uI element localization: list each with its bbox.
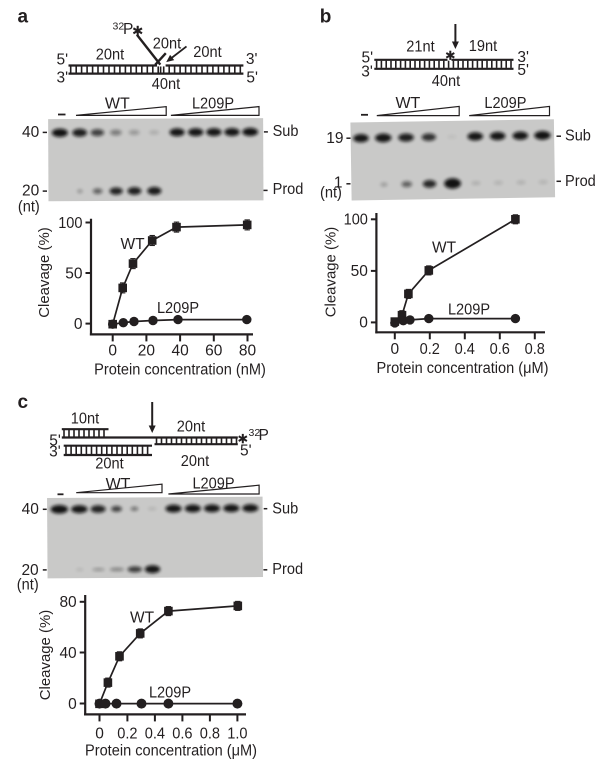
svg-text:b: b (320, 7, 332, 28)
svg-text:Cleavage (%): Cleavage (%) (37, 610, 54, 701)
svg-text:20: 20 (22, 183, 40, 200)
svg-text:20nt: 20nt (181, 453, 210, 470)
svg-text:32: 32 (249, 427, 261, 439)
svg-text:L209P: L209P (448, 302, 490, 319)
svg-text:WT: WT (120, 236, 145, 253)
svg-text:WT: WT (130, 610, 155, 627)
svg-text:20: 20 (138, 343, 156, 360)
svg-text:50: 50 (351, 263, 369, 280)
svg-text:20nt: 20nt (177, 419, 206, 436)
svg-text:Cleavage (%): Cleavage (%) (323, 227, 340, 318)
svg-text:3': 3' (49, 444, 61, 461)
svg-text:1.0: 1.0 (227, 726, 248, 743)
svg-text:0.2: 0.2 (420, 341, 440, 358)
svg-text:19nt: 19nt (469, 38, 498, 55)
svg-text:100: 100 (58, 215, 83, 232)
svg-text:0: 0 (68, 696, 77, 713)
svg-text:WT: WT (432, 240, 457, 257)
svg-text:5': 5' (362, 49, 374, 66)
svg-text:20nt: 20nt (153, 36, 182, 53)
svg-text:80: 80 (239, 343, 257, 360)
svg-text:5': 5' (240, 442, 252, 459)
svg-text:Prod: Prod (272, 561, 303, 578)
svg-text:0: 0 (95, 726, 104, 743)
svg-text:60: 60 (205, 343, 223, 360)
svg-text:WT: WT (395, 95, 420, 112)
svg-text:0.8: 0.8 (525, 341, 545, 358)
svg-text:20nt: 20nt (193, 44, 222, 61)
svg-text:0.4: 0.4 (455, 341, 476, 358)
svg-text:a: a (18, 7, 29, 28)
svg-text:19: 19 (326, 130, 343, 147)
svg-text:Sub: Sub (273, 123, 299, 140)
svg-text:100: 100 (344, 212, 369, 229)
svg-text:5': 5' (49, 433, 61, 450)
svg-text:40nt: 40nt (432, 73, 461, 90)
svg-text:L209P: L209P (149, 685, 191, 702)
svg-text:80: 80 (59, 594, 77, 611)
svg-text:c: c (18, 392, 29, 413)
svg-text:5': 5' (57, 51, 69, 68)
svg-text:40nt: 40nt (152, 76, 181, 93)
svg-text:0: 0 (390, 341, 399, 358)
svg-text:Protein concentration (μM): Protein concentration (μM) (377, 360, 549, 377)
svg-text:40: 40 (171, 343, 189, 360)
svg-text:20: 20 (21, 562, 39, 579)
svg-text:0.2: 0.2 (117, 726, 137, 743)
svg-text:(nt): (nt) (18, 198, 40, 215)
svg-text:0.6: 0.6 (490, 341, 510, 358)
svg-text:40: 40 (59, 645, 77, 662)
svg-text:3': 3' (517, 49, 529, 66)
svg-text:Protein concentration (nM): Protein concentration (nM) (94, 361, 266, 378)
svg-text:Sub: Sub (272, 500, 298, 517)
svg-text:L209P: L209P (157, 300, 199, 317)
svg-text:(nt): (nt) (320, 185, 342, 202)
svg-text:3': 3' (246, 51, 258, 68)
svg-text:40: 40 (22, 124, 40, 141)
svg-text:L209P: L209P (192, 96, 234, 113)
svg-text:WT: WT (105, 96, 130, 113)
svg-text:1: 1 (334, 174, 343, 191)
svg-text:P: P (259, 427, 269, 444)
svg-text:0: 0 (74, 316, 83, 333)
svg-text:Sub: Sub (565, 128, 591, 145)
svg-text:Cleavage (%): Cleavage (%) (36, 227, 53, 318)
svg-text:0.4: 0.4 (145, 726, 166, 743)
svg-text:3': 3' (361, 64, 373, 81)
svg-text:20nt: 20nt (95, 456, 124, 473)
svg-text:40: 40 (22, 501, 40, 518)
svg-text:50: 50 (65, 265, 83, 282)
svg-text:0.6: 0.6 (172, 726, 192, 743)
svg-text:20nt: 20nt (96, 47, 125, 64)
svg-text:0.8: 0.8 (200, 726, 220, 743)
svg-text:32: 32 (113, 21, 125, 33)
svg-text:P: P (123, 21, 133, 38)
svg-text:5': 5' (246, 70, 258, 87)
svg-text:5': 5' (517, 62, 529, 79)
svg-text:(nt): (nt) (17, 577, 39, 594)
svg-text:L209P: L209P (484, 95, 526, 112)
svg-text:0: 0 (108, 343, 117, 360)
svg-text:Prod: Prod (565, 173, 596, 190)
svg-text:Prod: Prod (273, 181, 304, 198)
svg-text:10nt: 10nt (71, 411, 100, 428)
svg-text:0: 0 (359, 315, 368, 332)
svg-text:21nt: 21nt (406, 39, 435, 56)
svg-text:Protein concentration (μM): Protein concentration (μM) (85, 743, 257, 760)
svg-text:3': 3' (57, 70, 69, 87)
